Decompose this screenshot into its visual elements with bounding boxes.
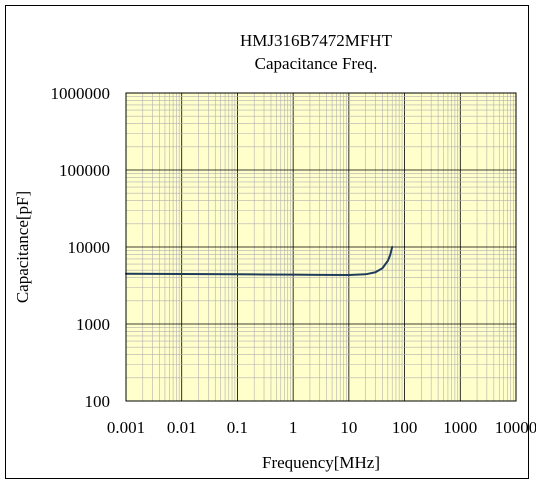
chart-title: HMJ316B7472MFHT xyxy=(240,31,393,50)
y-tick-label: 1000000 xyxy=(51,84,111,103)
y-axis-label: Capacitance[pF] xyxy=(13,191,32,303)
x-tick-label: 0.01 xyxy=(167,418,197,437)
chart-subtitle: Capacitance Freq. xyxy=(255,54,378,73)
x-tick-labels: 0.001 0.01 0.1 1 10 100 1000 10000 xyxy=(107,418,536,437)
x-axis-label: Frequency[MHz] xyxy=(262,453,380,472)
y-tick-label: 10000 xyxy=(68,238,111,257)
x-tick-label: 0.001 xyxy=(107,418,145,437)
x-tick-label: 1000 xyxy=(443,418,477,437)
x-tick-label: 100 xyxy=(392,418,418,437)
plot-border xyxy=(125,92,517,402)
series-layer xyxy=(125,246,394,276)
capacitance-series-line xyxy=(125,246,394,276)
y-tick-labels: 100 1000 10000 100000 1000000 xyxy=(51,84,111,411)
x-tick-label: 1 xyxy=(289,418,298,437)
y-tick-label: 100 xyxy=(85,392,111,411)
y-tick-label: 100000 xyxy=(59,161,110,180)
y-tick-label: 1000 xyxy=(76,315,110,334)
x-tick-label: 0.1 xyxy=(227,418,248,437)
grid xyxy=(125,93,516,402)
x-tick-label: 10 xyxy=(340,418,357,437)
x-tick-label: 10000 xyxy=(495,418,536,437)
